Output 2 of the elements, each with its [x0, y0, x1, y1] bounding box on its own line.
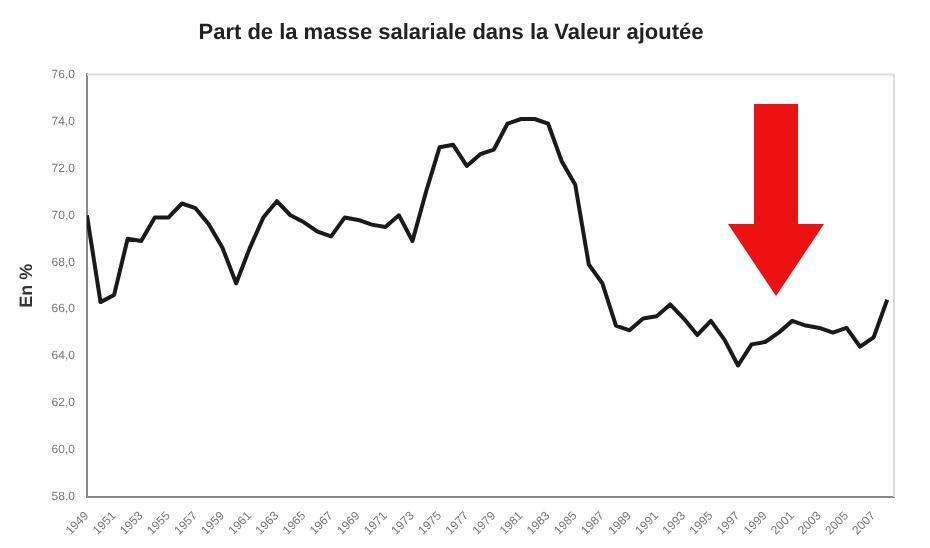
chart-title: Part de la masse salariale dans la Valeur ajoutée	[198, 21, 704, 46]
y-axis-title: En %	[15, 263, 36, 308]
